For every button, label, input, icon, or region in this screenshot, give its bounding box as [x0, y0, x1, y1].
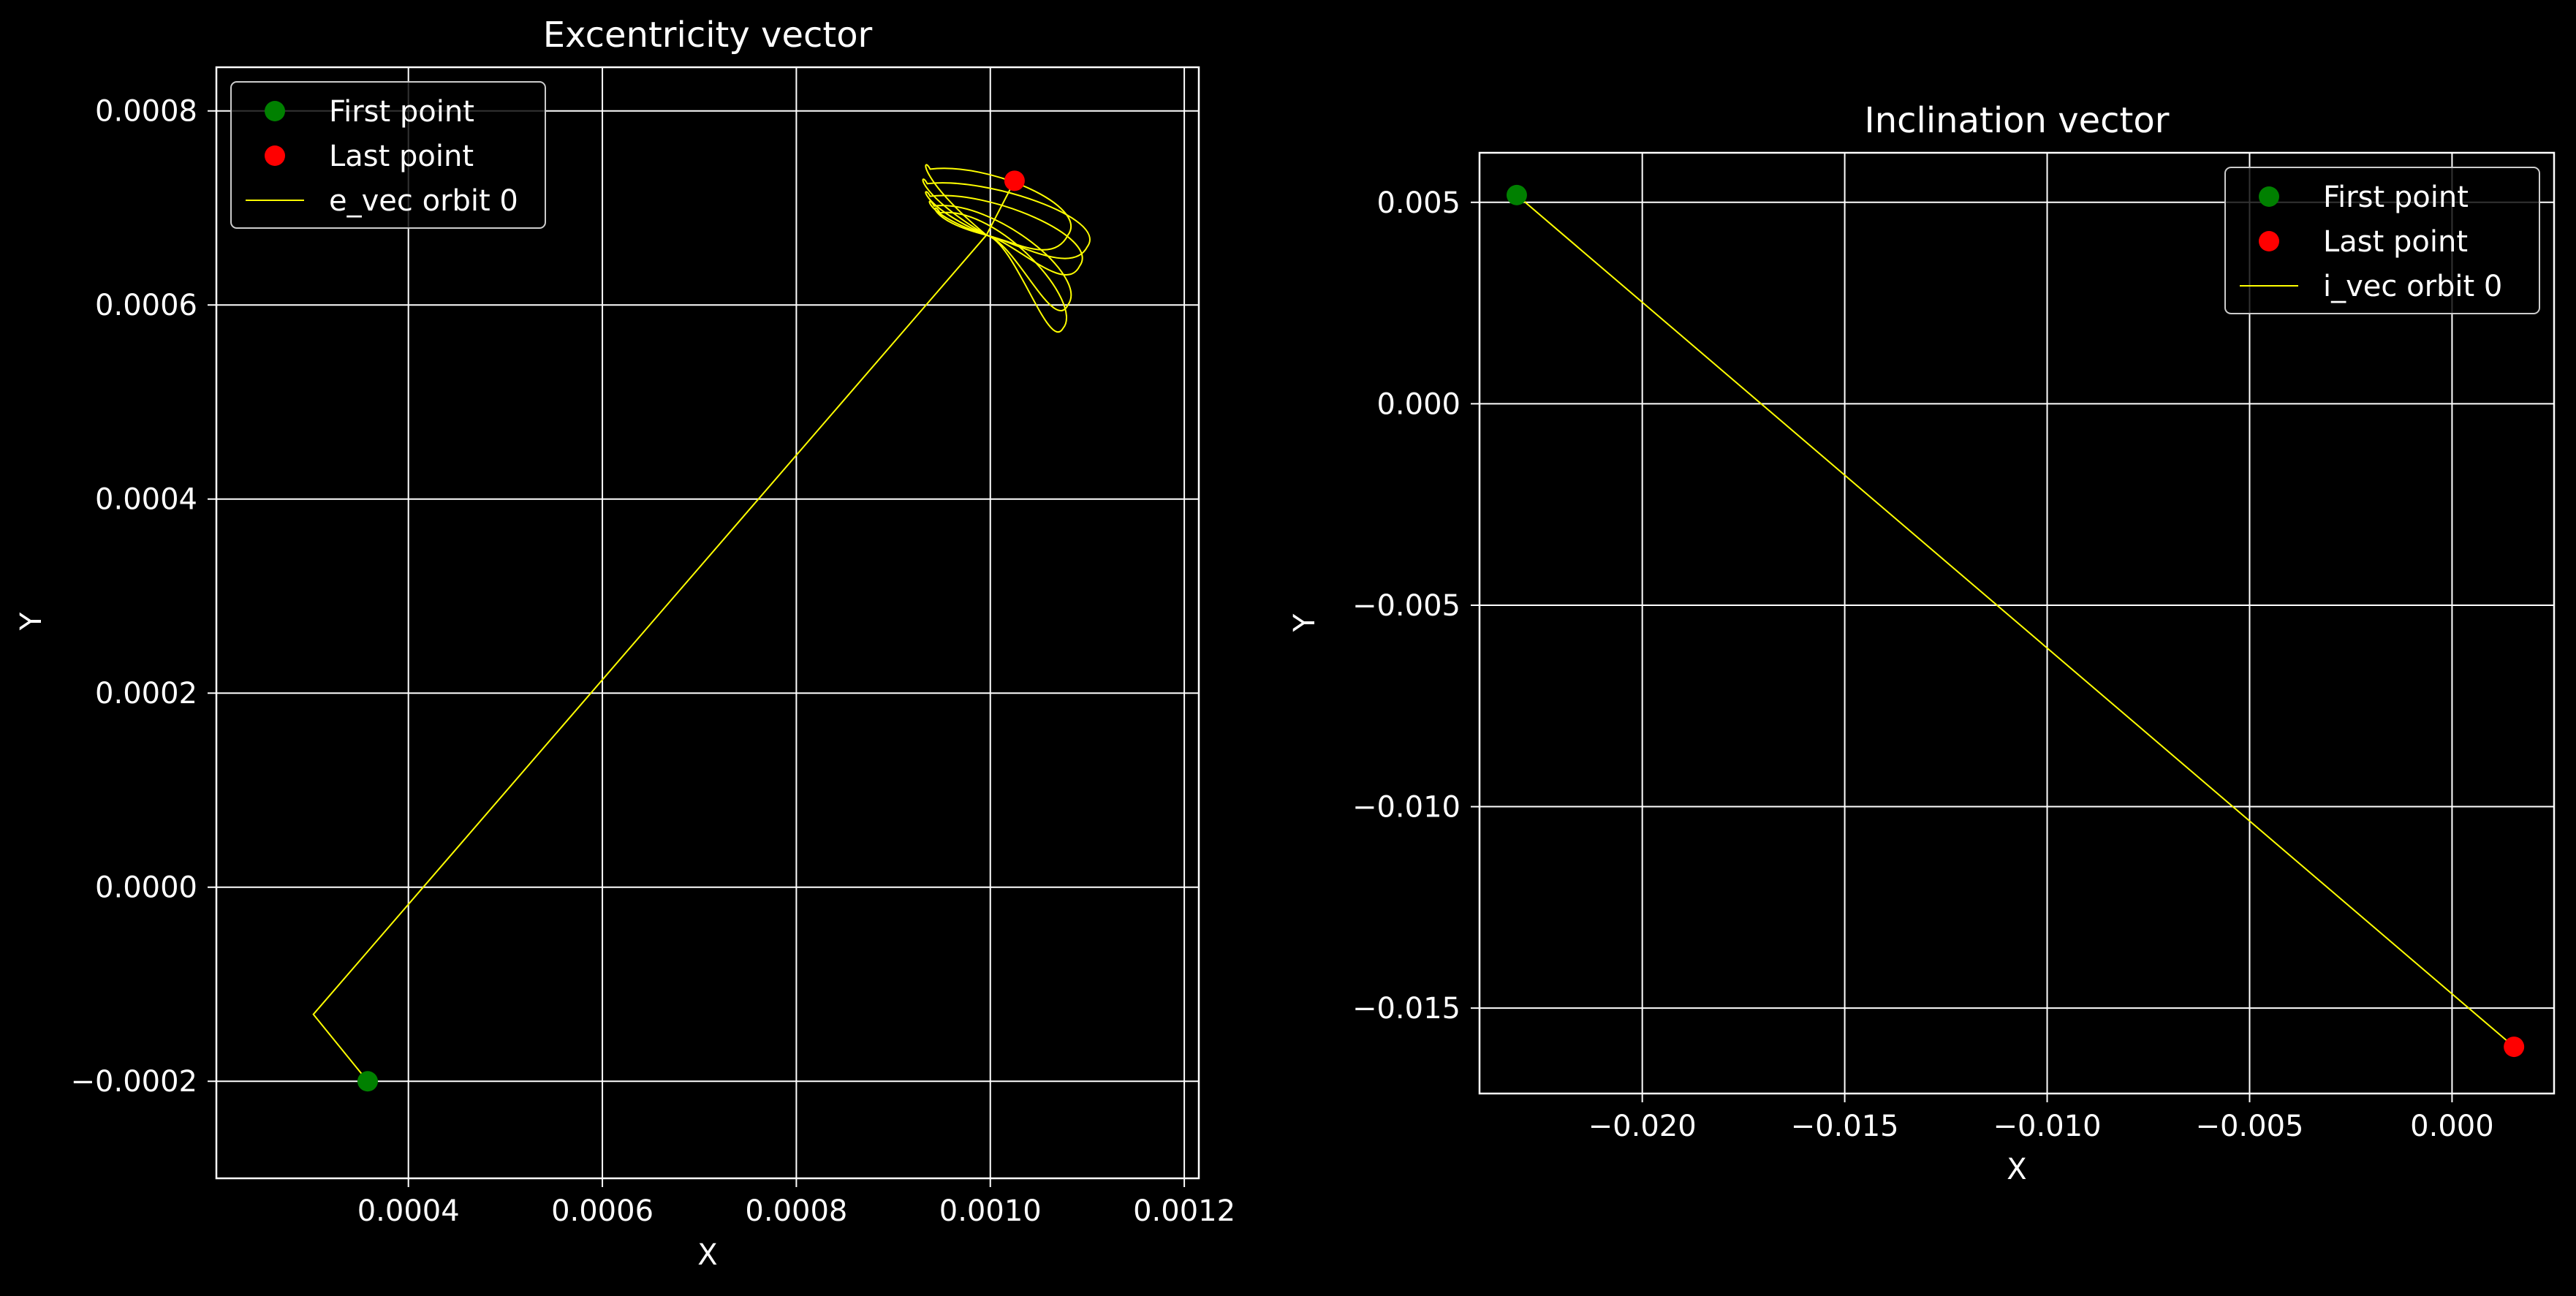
excentricity-legend-label: First point [329, 95, 474, 129]
excentricity-y-tick-label: 0.0002 [95, 677, 197, 710]
excentricity-plot: Excentricity vector X Y 0.0004 0.0006 0.00… [15, 15, 1235, 1272]
inclination-legend-label: Last point [2323, 225, 2468, 259]
excentricity-ylabel: Y [15, 612, 48, 631]
excentricity-grid [216, 67, 1199, 1178]
inclination-x-tick-label: −0.020 [1588, 1110, 1697, 1143]
inclination-y-tick-label: 0.005 [1376, 186, 1461, 220]
inclination-x-tick-label: −0.015 [1791, 1110, 1899, 1143]
inclination-title: Inclination vector [1865, 100, 2170, 141]
excentricity-axes-frame [215, 66, 1200, 1180]
inclination-xlabel: X [2007, 1153, 2026, 1186]
excentricity-legend-label: e_vec orbit 0 [329, 184, 518, 218]
inclination-legend: First point Last point i_vec orbit 0 [2224, 167, 2540, 314]
excentricity-first-point-marker [357, 1071, 378, 1092]
inclination-grid [1480, 153, 2554, 1094]
inclination-legend-marker [2259, 186, 2279, 207]
inclination-legend-label: i_vec orbit 0 [2323, 270, 2502, 303]
excentricity-orbit-loop [934, 207, 1067, 333]
excentricity-legend-label: Last point [329, 140, 474, 173]
excentricity-x-tick-label: 0.0006 [551, 1194, 654, 1228]
excentricity-legend-marker [265, 101, 285, 121]
inclination-y-tick-label: −0.005 [1352, 589, 1461, 623]
inclination-y-tick-label: 0.000 [1376, 387, 1461, 421]
inclination-y-tick-label: −0.015 [1352, 992, 1461, 1026]
inclination-last-point-marker [2504, 1037, 2525, 1058]
excentricity-last-point-marker [1004, 170, 1025, 192]
inclination-y-tick-label: −0.010 [1352, 791, 1461, 825]
inclination-first-point-marker [1506, 184, 1527, 205]
excentricity-x-tick-label: 0.0010 [939, 1194, 1042, 1228]
inclination-plot: Inclination vector X Y −0.020 −0.015 −0.01… [1288, 100, 2556, 1186]
inclination-x-tick-label: 0.000 [2410, 1110, 2494, 1143]
inclination-legend-marker [2259, 231, 2279, 251]
excentricity-series-path [312, 235, 988, 1082]
inclination-legend-label: First point [2323, 181, 2469, 214]
excentricity-legend-marker [265, 145, 285, 166]
inclination-ylabel: Y [1288, 613, 1322, 632]
excentricity-legend-box [230, 81, 546, 229]
excentricity-x-tick-label: 0.0012 [1133, 1194, 1235, 1228]
excentricity-y-tick-label: −0.0002 [71, 1065, 197, 1099]
inclination-x-tick-label: −0.005 [2195, 1110, 2303, 1143]
excentricity-y-tick-label: 0.0000 [95, 871, 197, 905]
excentricity-axes-area [216, 67, 1199, 1178]
inclination-series-line [1516, 194, 2515, 1047]
excentricity-orbit-loop [925, 164, 1072, 251]
excentricity-xlabel: X [697, 1238, 717, 1272]
excentricity-legend: First point Last point e_vec orbit 0 [230, 81, 546, 229]
excentricity-x-tick-label: 0.0004 [357, 1194, 460, 1228]
inclination-axes-frame [1478, 151, 2556, 1095]
excentricity-title: Excentricity vector [543, 15, 873, 56]
excentricity-orbit-loop [928, 200, 1072, 311]
excentricity-y-tick-label: 0.0004 [95, 483, 197, 517]
excentricity-x-tick-label: 0.0008 [745, 1194, 847, 1228]
inclination-x-tick-label: −0.010 [1993, 1110, 2102, 1143]
excentricity-orbit-loop [925, 191, 1083, 276]
excentricity-y-tick-label: 0.0008 [95, 95, 197, 129]
inclination-legend-box [2224, 167, 2540, 314]
excentricity-y-tick-label: 0.0006 [95, 289, 197, 322]
inclination-series-path [1516, 194, 2515, 1047]
